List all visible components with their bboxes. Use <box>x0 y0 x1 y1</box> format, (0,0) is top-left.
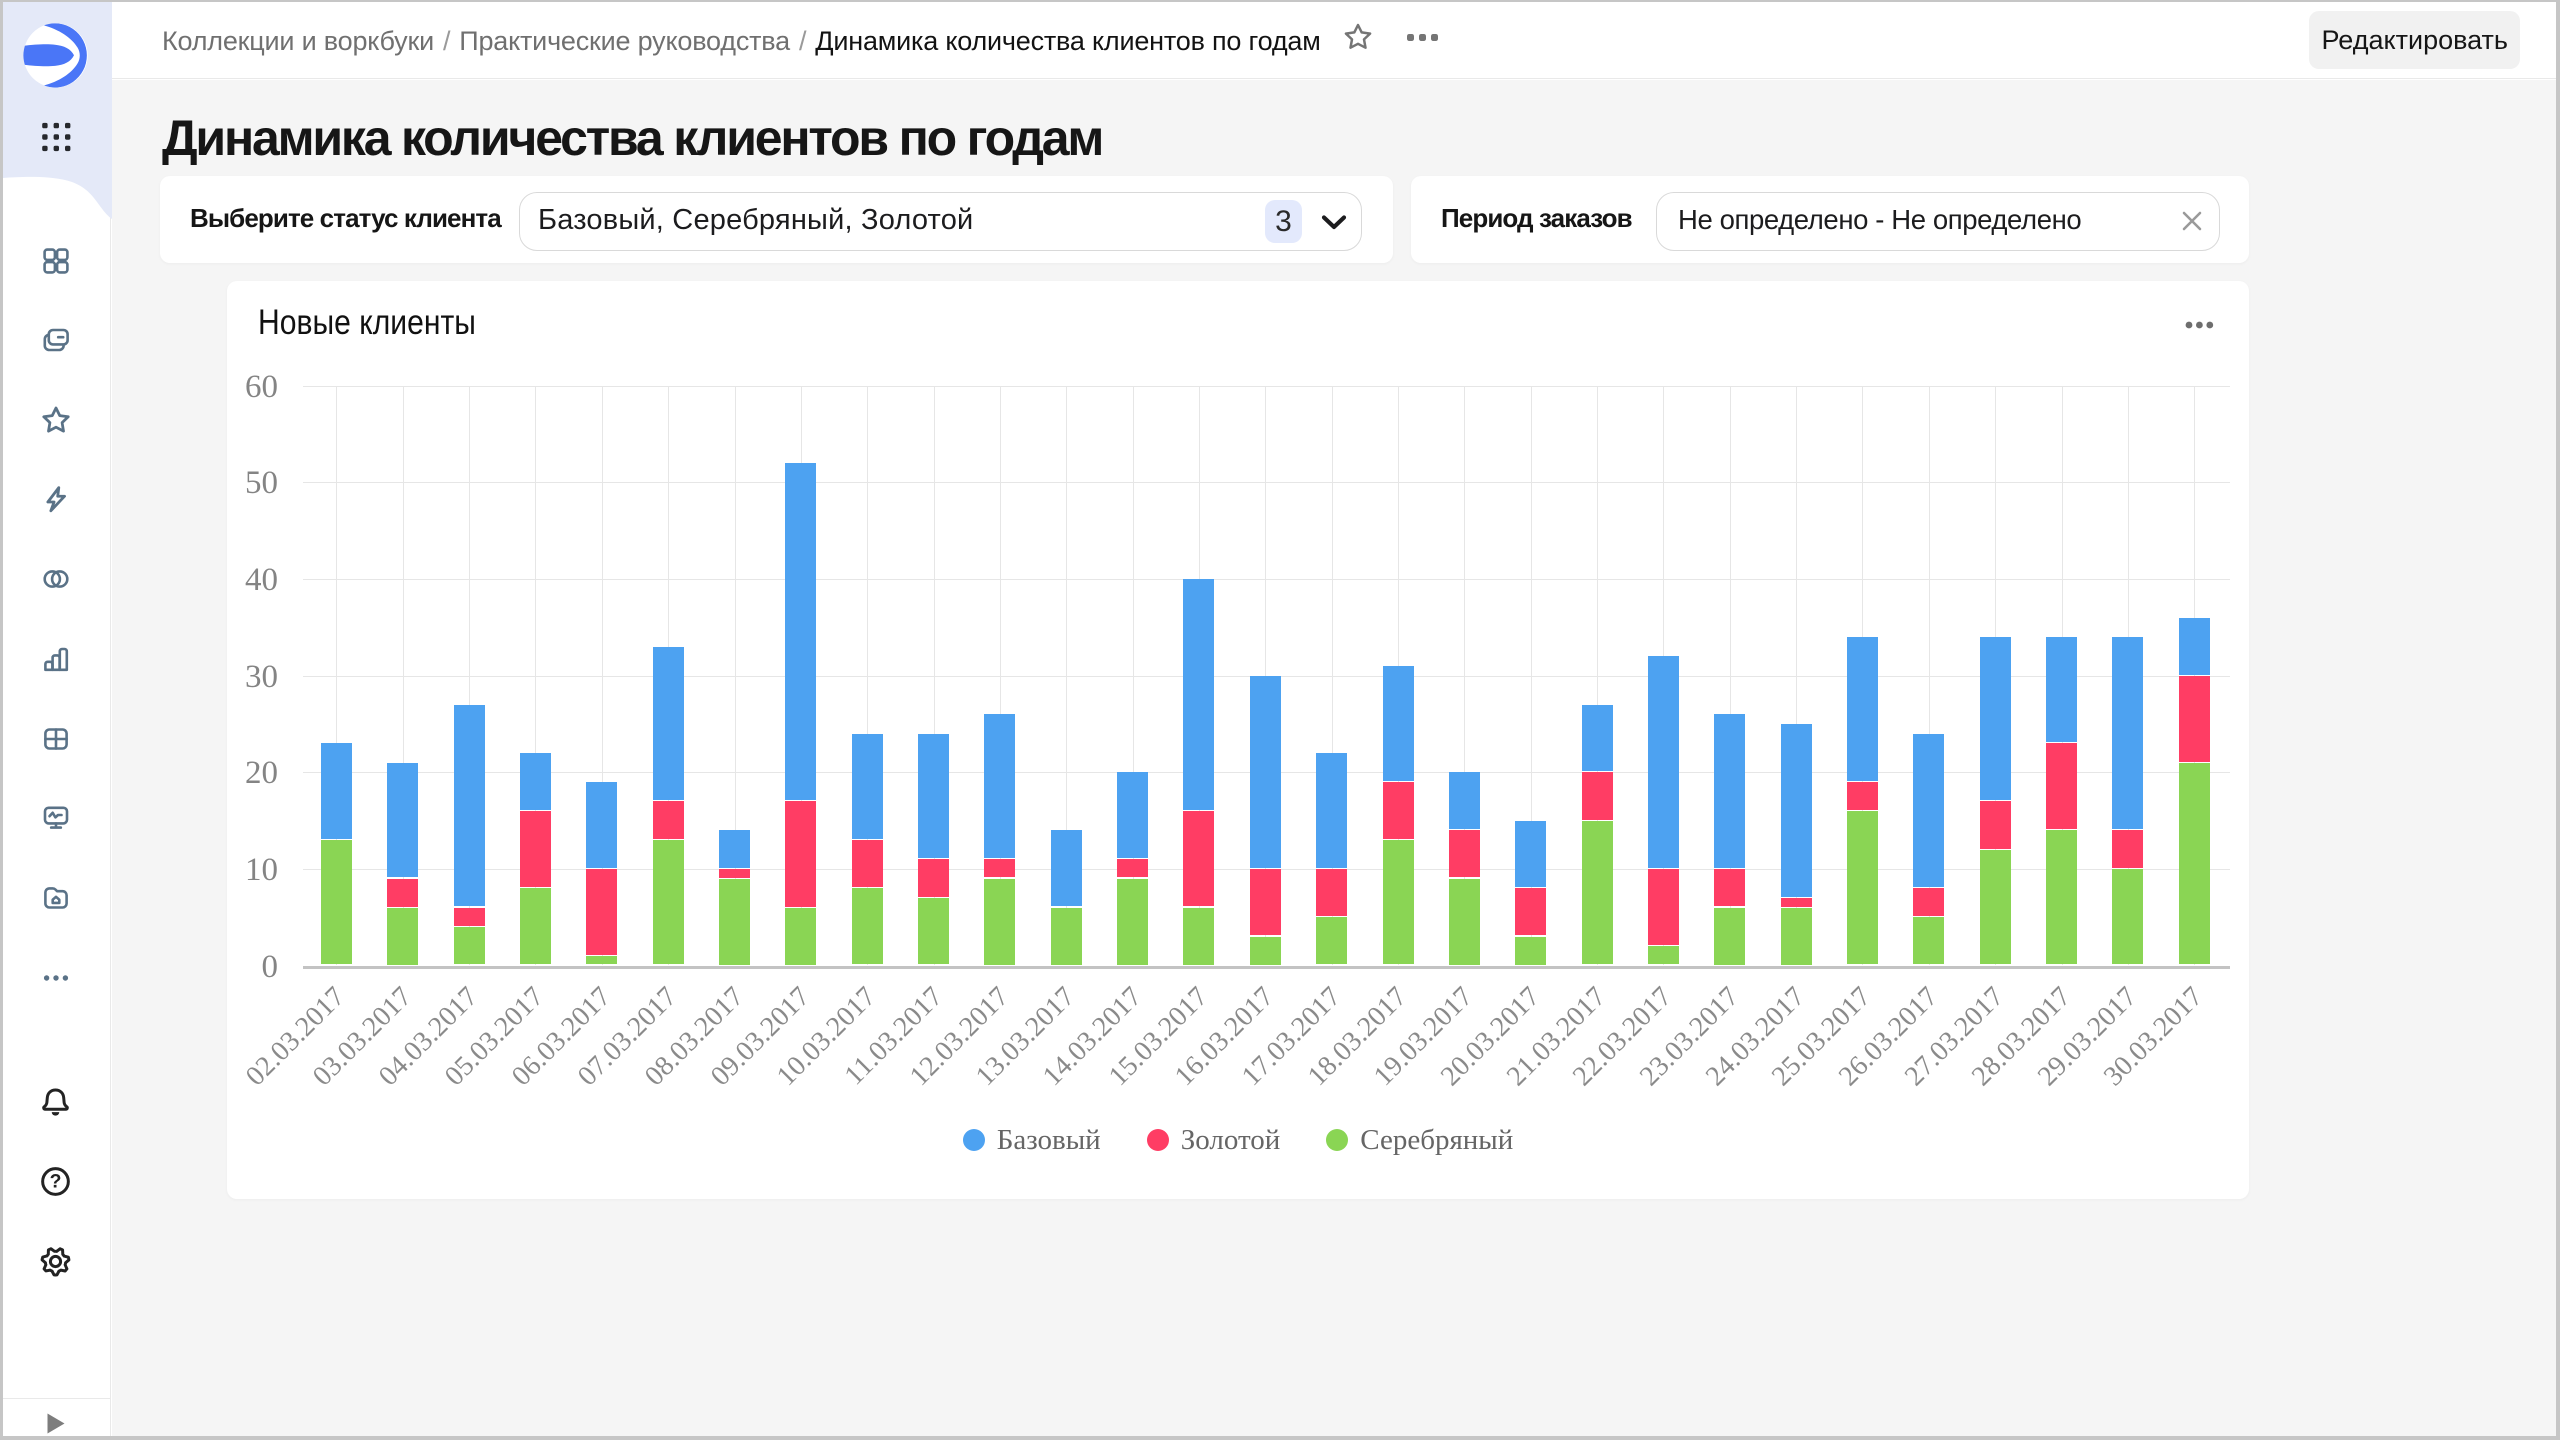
svg-text:?: ? <box>50 1170 62 1192</box>
